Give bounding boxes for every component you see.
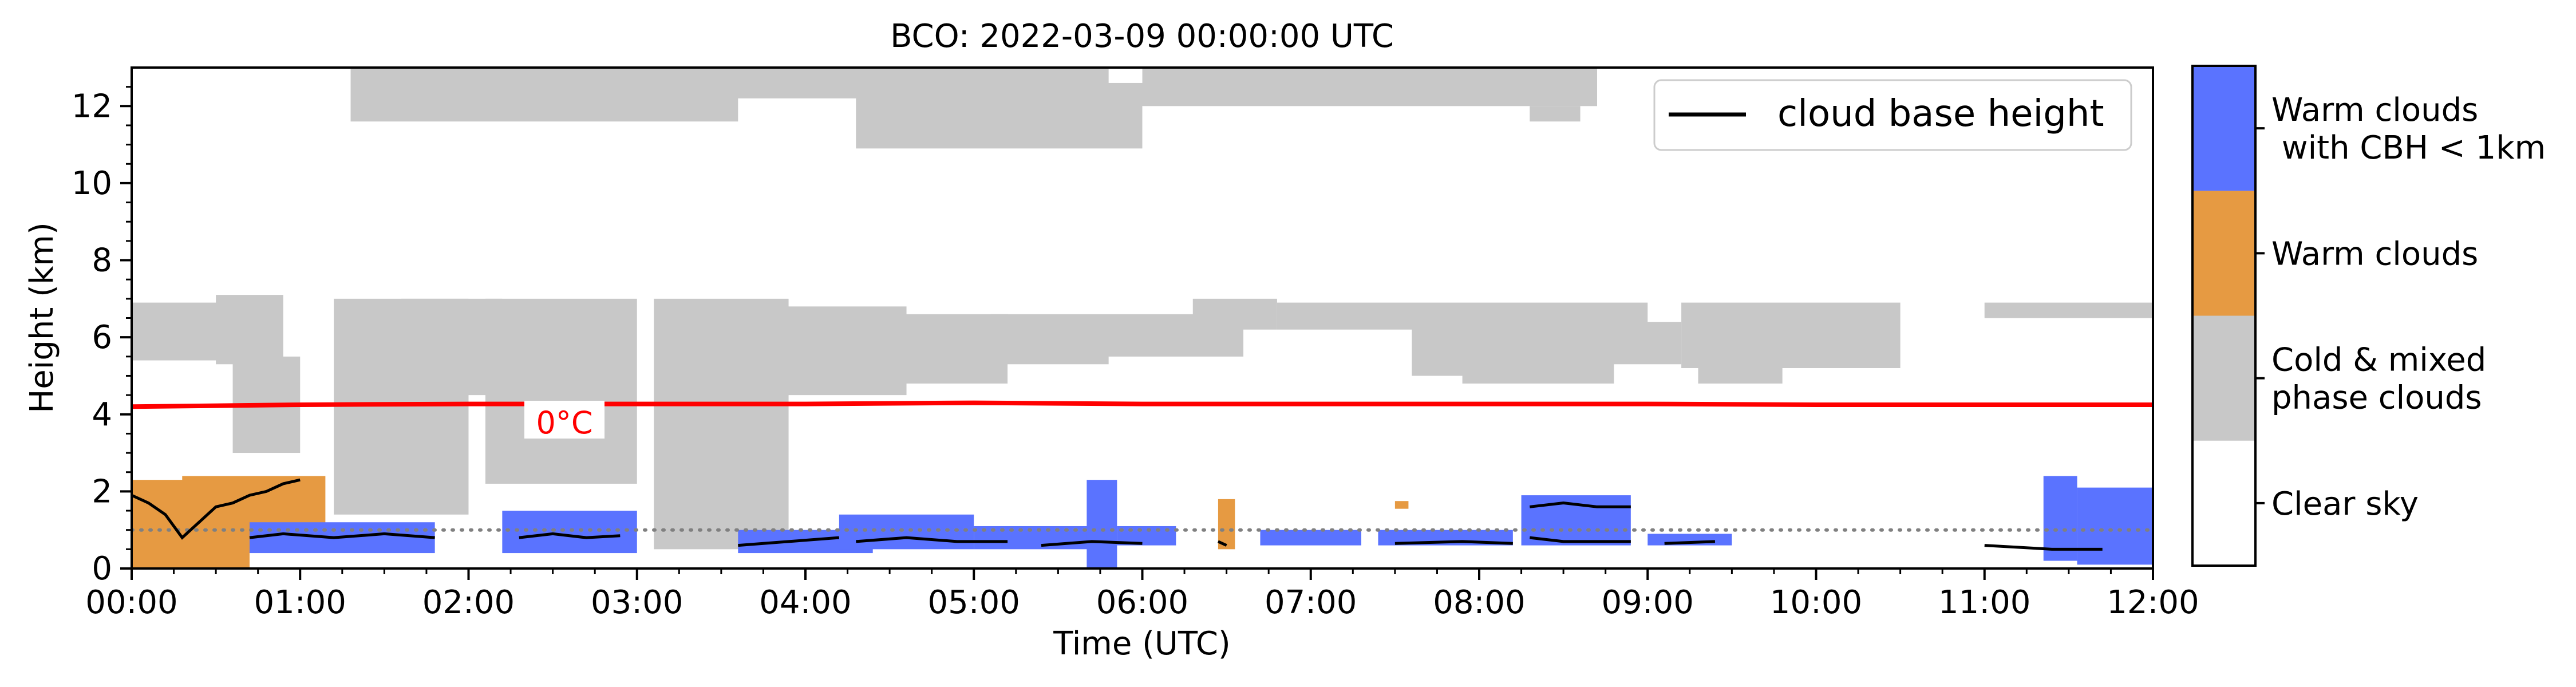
cloud-region-cold-mixed-22: [1698, 353, 1783, 384]
colorbar-label-0: Clear sky: [2271, 485, 2419, 523]
cloud-base-height-segment-1: [249, 532, 435, 539]
cloud-base-height-segment-6: [1217, 540, 1227, 547]
cloud-region-cold-mixed-11: [654, 298, 789, 550]
colorbar-frame: [2191, 65, 2257, 567]
x-tick-label-12: 12:00: [2107, 584, 2199, 621]
x-tick-label-10: 10:00: [1770, 584, 1862, 621]
freezing-level-label-background: [524, 401, 605, 439]
freezing-level-line: [132, 400, 2153, 409]
cloud-base-height-segment-11: [1984, 544, 2103, 551]
y-axis: 0 2 4 6 8 10 12: [72, 86, 132, 587]
cloud-region-warm-low-40: [2077, 487, 2153, 565]
colorbar-swatch-2: [2192, 191, 2255, 316]
y-tick-label-4: 8: [92, 242, 112, 279]
x-tick-label-1: 01:00: [254, 584, 346, 621]
x-tick-label-11: 11:00: [1938, 584, 2030, 621]
colorbar-swatch-3: [2192, 66, 2255, 191]
colorbar-label-2: Warm clouds: [2271, 235, 2478, 273]
legend-entry-cloud-base-height: cloud base height: [1777, 93, 2104, 135]
y-tick-label-3: 6: [92, 319, 112, 356]
legend: cloud base height: [1653, 79, 2132, 151]
x-tick-label-9: 09:00: [1602, 584, 1694, 621]
cloud-base-height-segment-8: [1529, 502, 1631, 508]
x-tick-label-8: 08:00: [1433, 584, 1525, 621]
cloud-base-height-segment-10: [1664, 540, 1716, 545]
freezing-level-label: 0°C: [536, 405, 592, 441]
cloud-base-height-segment-2: [519, 532, 621, 539]
x-tick-label-0: 00:00: [85, 584, 177, 621]
cloud-region-cold-mixed-20: [1580, 322, 1682, 365]
x-axis: 00:00 01:00 02:00 03:00 04:00 05:00 06:00 07:00…: [85, 568, 2199, 621]
line-overlays: [132, 400, 2153, 551]
cloud-region-warm-low-33: [1086, 480, 1117, 568]
x-tick-label-6: 06:00: [1096, 584, 1188, 621]
cloud-region-cold-mixed-6: [216, 295, 283, 365]
colorbar-swatch-1: [2192, 315, 2255, 441]
cloud-base-height-segment-0: [132, 478, 301, 540]
cloud-base-height-segment-5: [1041, 540, 1143, 547]
plot-area: 0°C 00:00 01:00 02:00 03:00 04:00 05:00 06:00 0…: [72, 66, 2199, 621]
x-tick-label-7: 07:00: [1265, 584, 1357, 621]
y-tick-label-0: 0: [92, 550, 112, 587]
chart-title: BCO: 2022-03-09 00:00:00 UTC: [890, 18, 1394, 55]
y-tick-label-1: 2: [92, 473, 112, 510]
cloud-base-height-segment-3: [738, 536, 840, 547]
y-tick-label-2: 4: [92, 396, 112, 433]
cloud-region-cold-mixed-12: [772, 306, 907, 396]
cloud-region-cold-mixed-2: [856, 82, 1143, 149]
colorbar-swatch-0: [2192, 440, 2255, 566]
x-tick-label-5: 05:00: [928, 584, 1020, 621]
cloud-region-cold-mixed-4: [1530, 106, 1581, 122]
x-axis-label: Time (UTC): [1053, 625, 1231, 662]
cloud-region-warm-low-35: [1260, 530, 1362, 546]
cloud-region-cold-mixed-10: [485, 298, 637, 484]
x-tick-label-3: 03:00: [591, 584, 683, 621]
y-tick-label-6: 12: [72, 88, 112, 125]
cloud-region-warm-low-29: [502, 511, 637, 554]
x-tick-label-2: 02:00: [422, 584, 515, 621]
cloud-base-height-segment-7: [1394, 540, 1513, 545]
x-tick-label-4: 04:00: [759, 584, 851, 621]
cloud-region-cold-mixed-16: [1192, 298, 1277, 330]
colorbar-label-1: Cold & mixed phase clouds: [2271, 342, 2486, 417]
colorbar-label-3: Warm clouds with CBH < 1km: [2271, 92, 2546, 167]
cloud-region-cold-mixed-3: [1142, 68, 1597, 106]
y-tick-label-5: 10: [72, 165, 112, 202]
cloud-region-warm-27: [1394, 501, 1409, 509]
cloud-base-height-segment-4: [856, 536, 1008, 543]
cloud-region-warm-low-39: [2043, 476, 2077, 561]
y-axis-label: Height (km): [23, 222, 61, 413]
cloud-base-height-segment-9: [1529, 536, 1631, 543]
legend-box: [1653, 79, 2132, 151]
colorbar: Clear sky Cold & mixed phase clouds Warm cl…: [2191, 65, 2546, 567]
cloud-region-cold-mixed-23: [1984, 302, 2153, 318]
cloud-region-warm-26: [1218, 499, 1235, 550]
cloud-region-warm-low-31: [839, 514, 974, 550]
